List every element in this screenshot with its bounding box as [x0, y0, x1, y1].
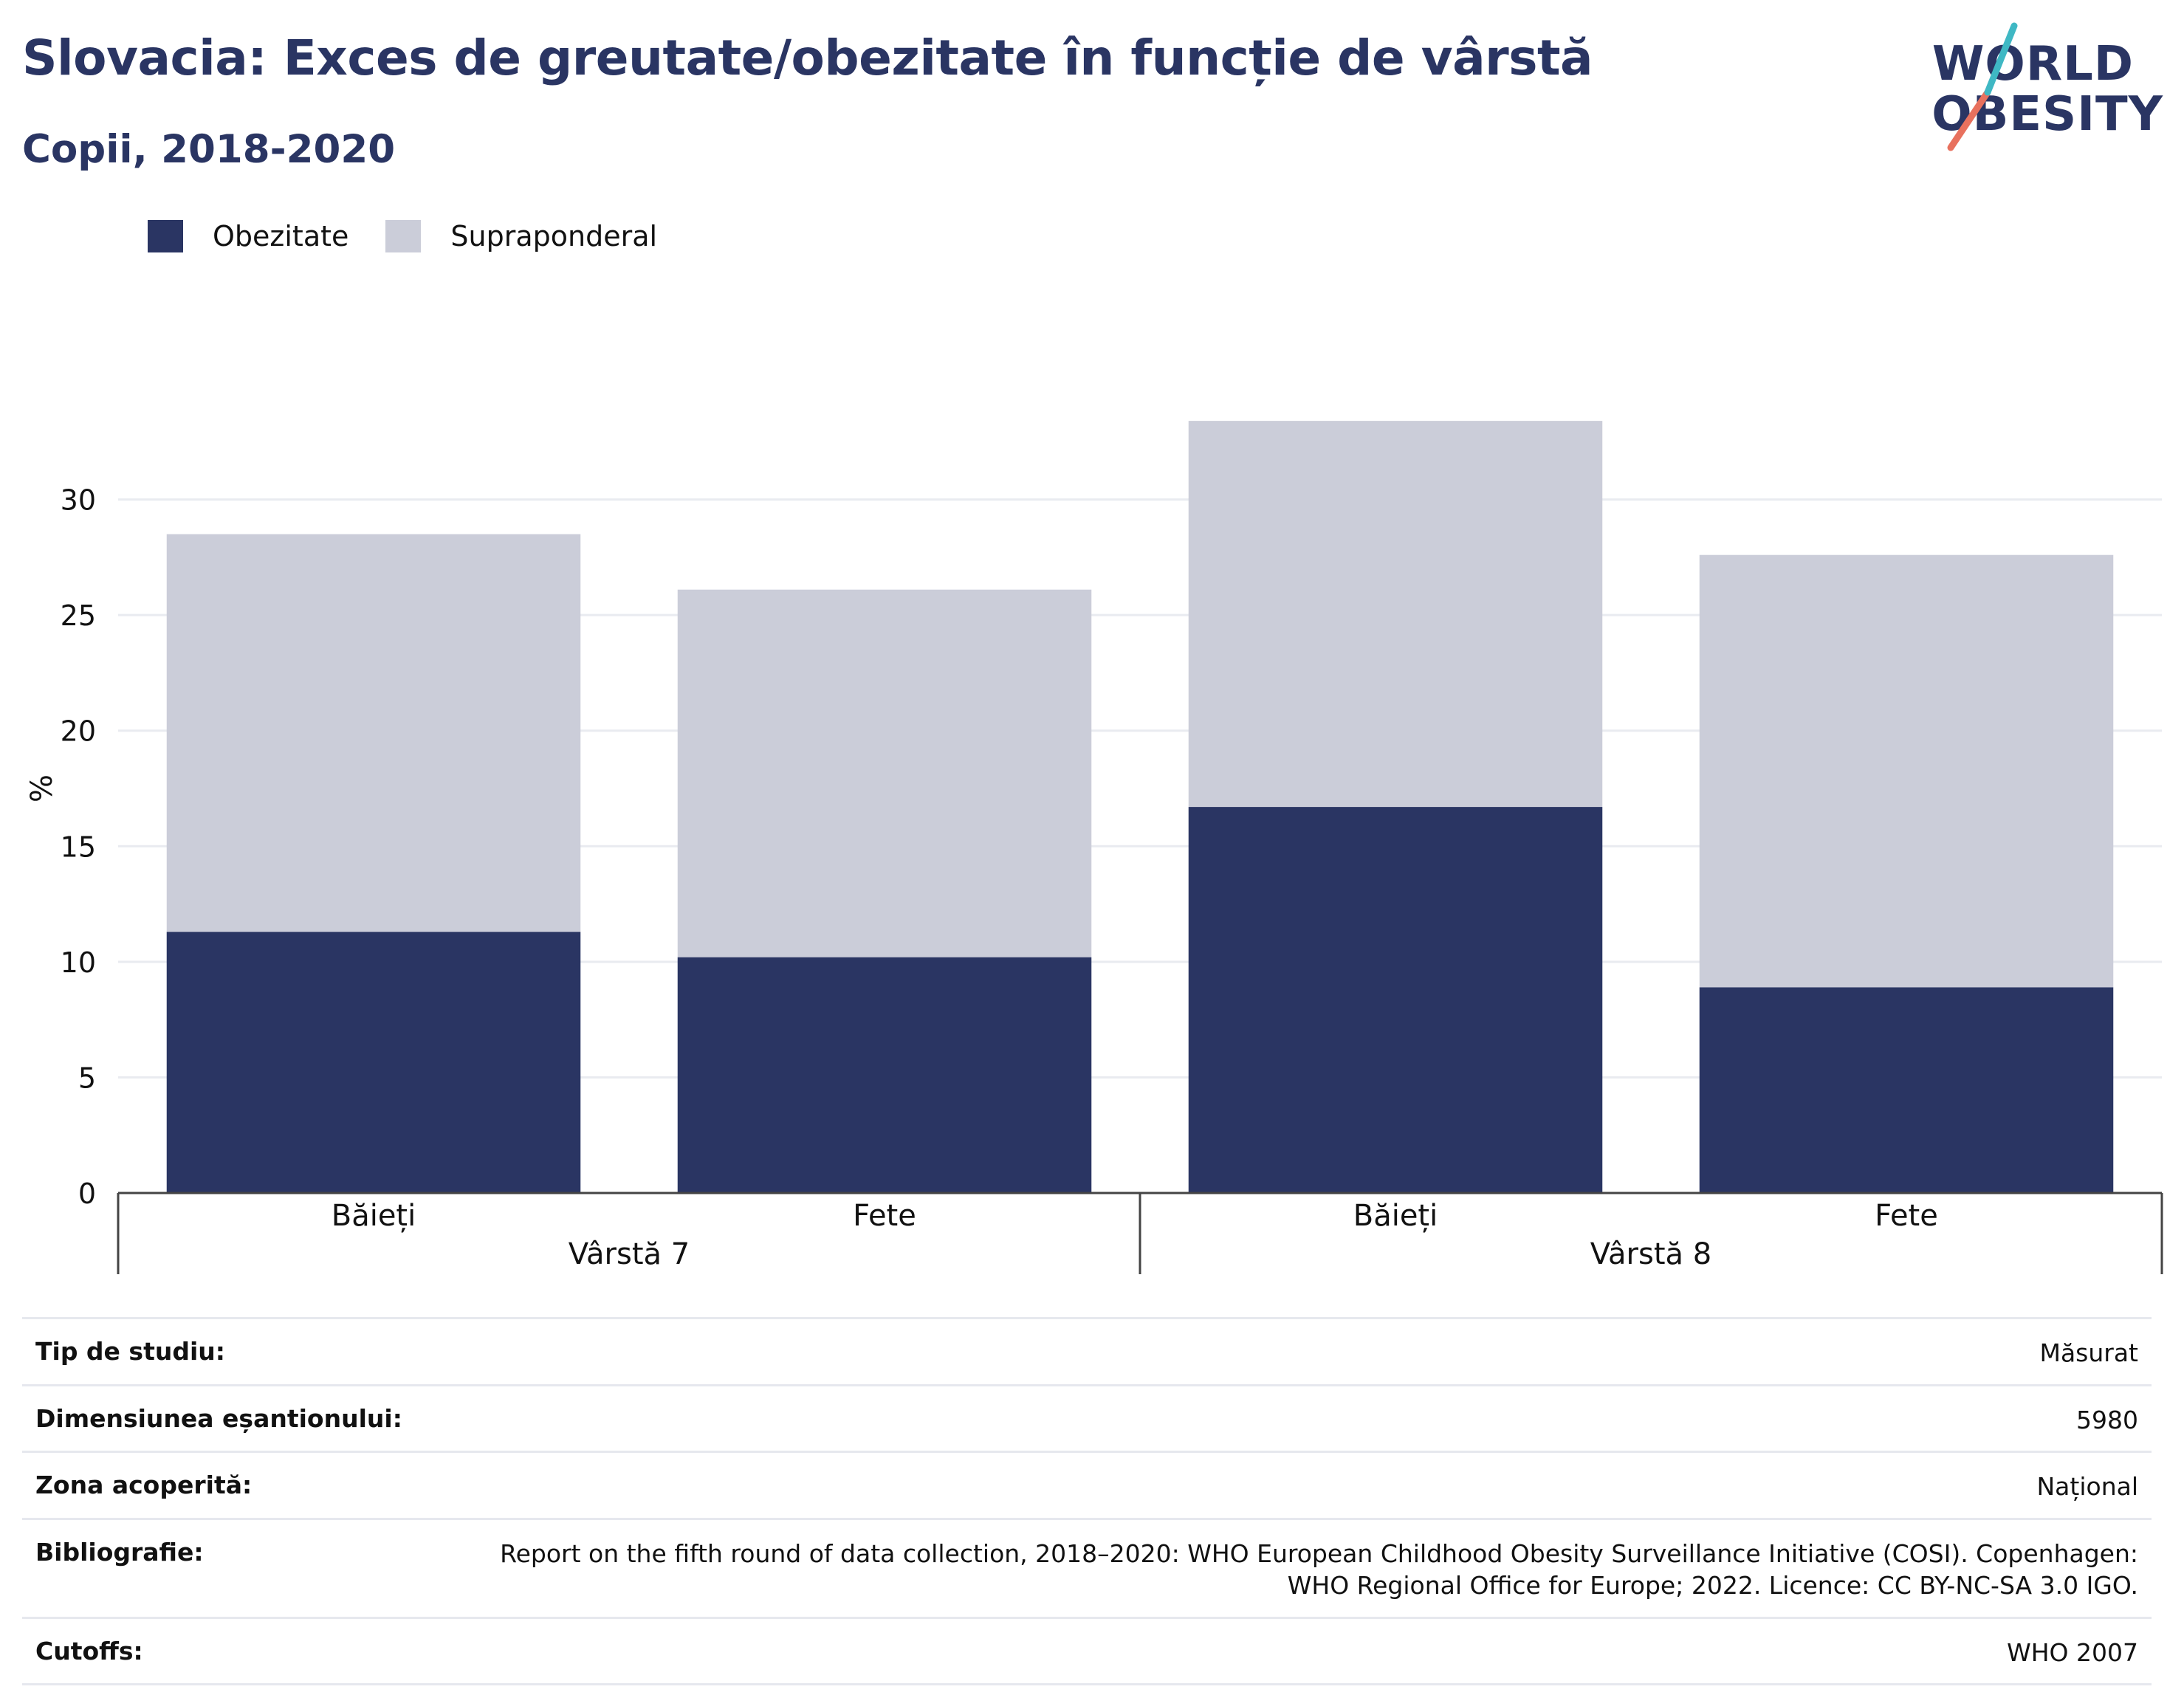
bar-overweight	[1699, 554, 2114, 988]
y-tick-label: 0	[78, 1177, 96, 1210]
info-row: Bibliografie: Report on the fifth round …	[22, 1517, 2152, 1617]
bar-obesity	[1699, 987, 2114, 1193]
legend-swatch-overweight	[385, 220, 422, 252]
y-tick-label: 25	[61, 599, 96, 632]
legend-swatch-obesity	[148, 220, 183, 252]
info-row: Cutoffs: WHO 2007	[22, 1616, 2152, 1686]
bar-overweight	[677, 589, 1092, 957]
logo-line-1: WORLD	[1931, 37, 2134, 92]
legend-item-obesity[interactable]: Obezitate	[148, 220, 348, 252]
y-tick-label: 10	[61, 946, 96, 979]
y-axis-label: %	[25, 774, 59, 802]
info-value: Național	[2036, 1472, 2138, 1502]
bar-obesity	[677, 957, 1092, 1193]
info-label: Zona acoperită:	[35, 1471, 253, 1500]
group-label: Vârstă 8	[1590, 1237, 1711, 1271]
legend-label-obesity: Obezitate	[213, 220, 349, 252]
info-label: Bibliografie:	[35, 1537, 204, 1567]
x-tick-label: Băieți	[1353, 1199, 1438, 1233]
x-tick-label: Fete	[1875, 1199, 1938, 1233]
x-tick-label: Fete	[853, 1199, 916, 1233]
info-label: Cutoffs:	[35, 1636, 143, 1665]
y-tick-label: 30	[61, 484, 96, 517]
bar-obesity	[166, 932, 581, 1193]
info-row: Tip de studiu: Măsurat	[22, 1317, 2152, 1384]
legend-item-overweight[interactable]: Supraponderal	[385, 220, 657, 252]
info-row: Zona acoperită: Național	[22, 1451, 2152, 1518]
info-row: Dimensiunea eșantionului: 5980	[22, 1383, 2152, 1451]
info-value: WHO 2007	[2007, 1637, 2138, 1667]
y-tick-label: 5	[78, 1062, 96, 1094]
y-tick-label: 15	[61, 831, 96, 863]
bar-overweight	[166, 534, 581, 932]
bar-obesity	[1188, 807, 1603, 1193]
logo-slash-icon	[1947, 22, 2018, 151]
x-tick-label: Băieți	[332, 1199, 416, 1233]
y-tick-label: 20	[61, 715, 96, 748]
info-value: Măsurat	[2039, 1338, 2138, 1367]
bar-overweight	[1188, 421, 1603, 808]
legend-label-overweight: Supraponderal	[450, 220, 658, 252]
info-label: Dimensiunea eșantionului:	[35, 1403, 402, 1433]
info-value: Report on the fifth round of data collec…	[500, 1538, 2138, 1601]
group-label: Vârstă 7	[569, 1237, 690, 1271]
chart-legend: Obezitate Supraponderal	[148, 220, 694, 252]
info-table: Tip de studiu: Măsurat Dimensiunea eșant…	[22, 1317, 2152, 1686]
world-obesity-logo: WORLD OBESITY	[1920, 22, 2163, 162]
stacked-bar-chart: 0 5 10 15 20 25 30% Băieți Fete Băieți Fete Vârstă …	[25, 421, 2163, 1274]
info-label: Tip de studiu:	[35, 1337, 225, 1366]
info-value: 5980	[2076, 1405, 2138, 1434]
page-title: Slovacia: Exces de greutate/obezitate în…	[22, 30, 1593, 86]
page-subtitle: Copii, 2018-2020	[22, 127, 396, 172]
